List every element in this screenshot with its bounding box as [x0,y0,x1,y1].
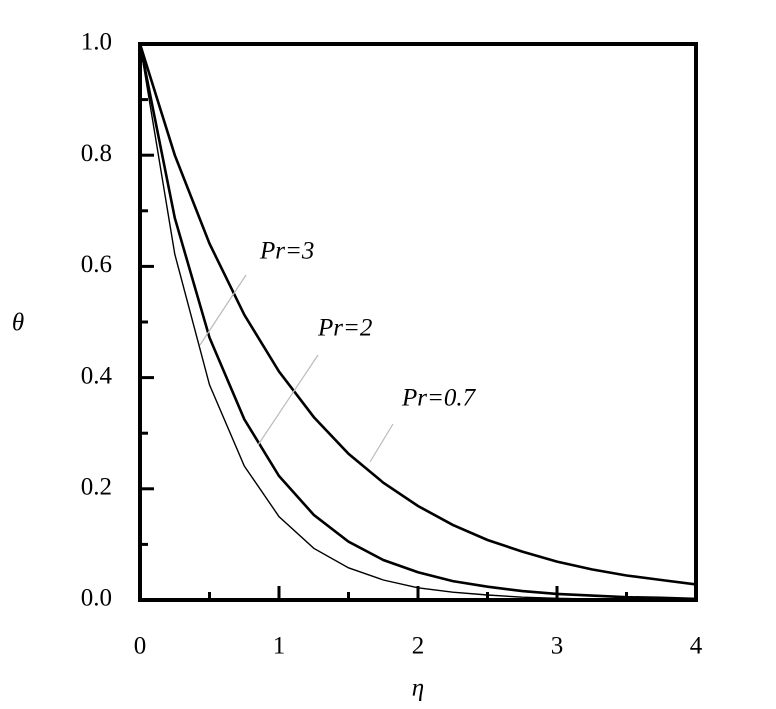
y-tick-label: 0.2 [81,474,112,501]
x-tick-label: 1 [273,633,286,660]
x-tick-label: 4 [690,633,703,660]
annotation-leader [199,274,247,346]
series-line [139,43,697,601]
y-tick-label: 0.6 [81,251,112,278]
y-tick-label: 0.0 [81,585,112,612]
plot-frame [138,42,698,602]
series-label: Pr=0.7 [401,385,477,412]
annotation-leader [257,354,319,446]
x-tick-label: 2 [412,633,425,660]
x-tick-label: 3 [551,633,564,660]
series-line [138,43,697,586]
series-label: Pr=3 [259,238,314,265]
x-tick-label: 0 [134,633,147,660]
x-axis-label: η [412,675,424,702]
annotation-leader [369,423,394,463]
series-line [138,43,697,601]
series-label: Pr=2 [317,315,372,342]
y-tick-label: 0.4 [81,362,113,389]
y-tick-label: 1.0 [81,29,112,56]
y-axis-label: θ [12,310,24,337]
y-tick-label: 0.8 [81,140,112,167]
